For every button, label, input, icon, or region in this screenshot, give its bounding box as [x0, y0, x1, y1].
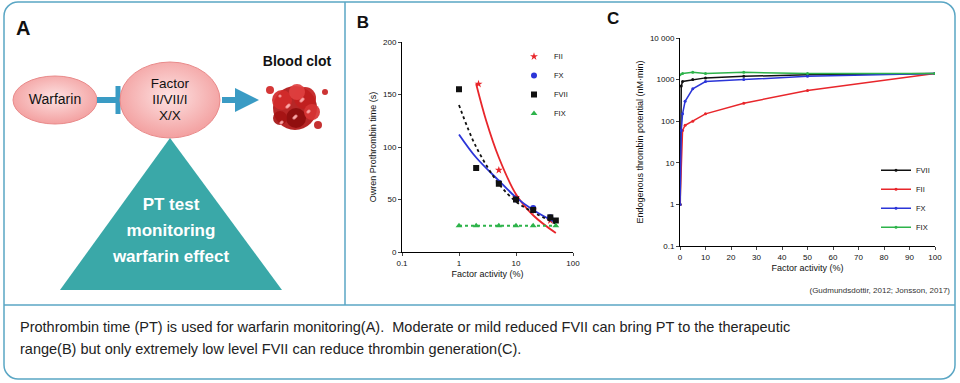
html-text:(Gudmundsdottir, 2012; Jonsson: (Gudmundsdottir, 2012; Jonsson, 2017) — [809, 286, 950, 295]
svg-text:40: 40 — [778, 253, 787, 262]
svg-text:1000: 1000 — [657, 75, 675, 84]
svg-text:Factor activity (%): Factor activity (%) — [451, 269, 523, 279]
svg-text:20: 20 — [727, 253, 736, 262]
svg-text:warfarin effect: warfarin effect — [112, 247, 230, 266]
svg-text:100: 100 — [566, 259, 580, 268]
svg-text:FII: FII — [554, 52, 563, 61]
html-text:Prothrombin time (PT) is used: Prothrombin time (PT) is used for warfar… — [20, 319, 791, 335]
svg-text:FIX: FIX — [916, 223, 928, 232]
svg-text:FIX: FIX — [554, 109, 566, 118]
svg-text:0: 0 — [678, 253, 683, 262]
svg-text:B: B — [357, 13, 369, 32]
svg-text:FVII: FVII — [554, 90, 568, 99]
svg-text:10: 10 — [701, 253, 710, 262]
svg-text:A: A — [16, 17, 30, 39]
svg-text:30: 30 — [752, 253, 761, 262]
svg-text:150: 150 — [383, 90, 397, 99]
svg-text:10 000: 10 000 — [650, 34, 675, 43]
svg-text:60: 60 — [829, 253, 838, 262]
svg-text:10: 10 — [665, 159, 674, 168]
svg-text:100: 100 — [661, 117, 675, 126]
svg-text:II/VII/I: II/VII/I — [152, 92, 187, 107]
svg-text:FII: FII — [916, 185, 925, 194]
svg-text:FVII: FVII — [916, 166, 930, 175]
html-text:range(B) but only extremely lo: range(B) but only extremely low level FV… — [20, 341, 522, 357]
svg-text:0: 0 — [392, 248, 397, 257]
svg-text:Factor: Factor — [151, 76, 190, 91]
svg-text:50: 50 — [387, 195, 396, 204]
svg-text:10: 10 — [512, 259, 521, 268]
svg-text:Endogenous thrombin potential: Endogenous thrombin potential (nM·min) — [635, 60, 645, 223]
svg-text:monitoring: monitoring — [127, 221, 216, 240]
svg-text:X/X: X/X — [159, 108, 181, 123]
svg-text:Owren Prothrombin time (s): Owren Prothrombin time (s) — [368, 92, 378, 203]
svg-text:1: 1 — [457, 259, 462, 268]
svg-text:PT test: PT test — [143, 195, 200, 214]
svg-text:1: 1 — [670, 200, 675, 209]
svg-text:100: 100 — [928, 253, 942, 262]
svg-text:C: C — [607, 9, 619, 28]
svg-text:FX: FX — [554, 71, 564, 80]
svg-text:Factor activity (%): Factor activity (%) — [771, 263, 843, 273]
svg-text:FX: FX — [916, 204, 926, 213]
svg-text:70: 70 — [854, 253, 863, 262]
svg-text:90: 90 — [905, 253, 914, 262]
svg-text:Warfarin: Warfarin — [29, 91, 81, 107]
svg-text:Blood clot: Blood clot — [263, 53, 332, 69]
svg-text:80: 80 — [880, 253, 889, 262]
svg-text:0.1: 0.1 — [396, 259, 408, 268]
svg-text:100: 100 — [383, 143, 397, 152]
svg-text:50: 50 — [803, 253, 812, 262]
svg-text:200: 200 — [383, 38, 397, 47]
svg-text:0.1: 0.1 — [663, 242, 675, 251]
